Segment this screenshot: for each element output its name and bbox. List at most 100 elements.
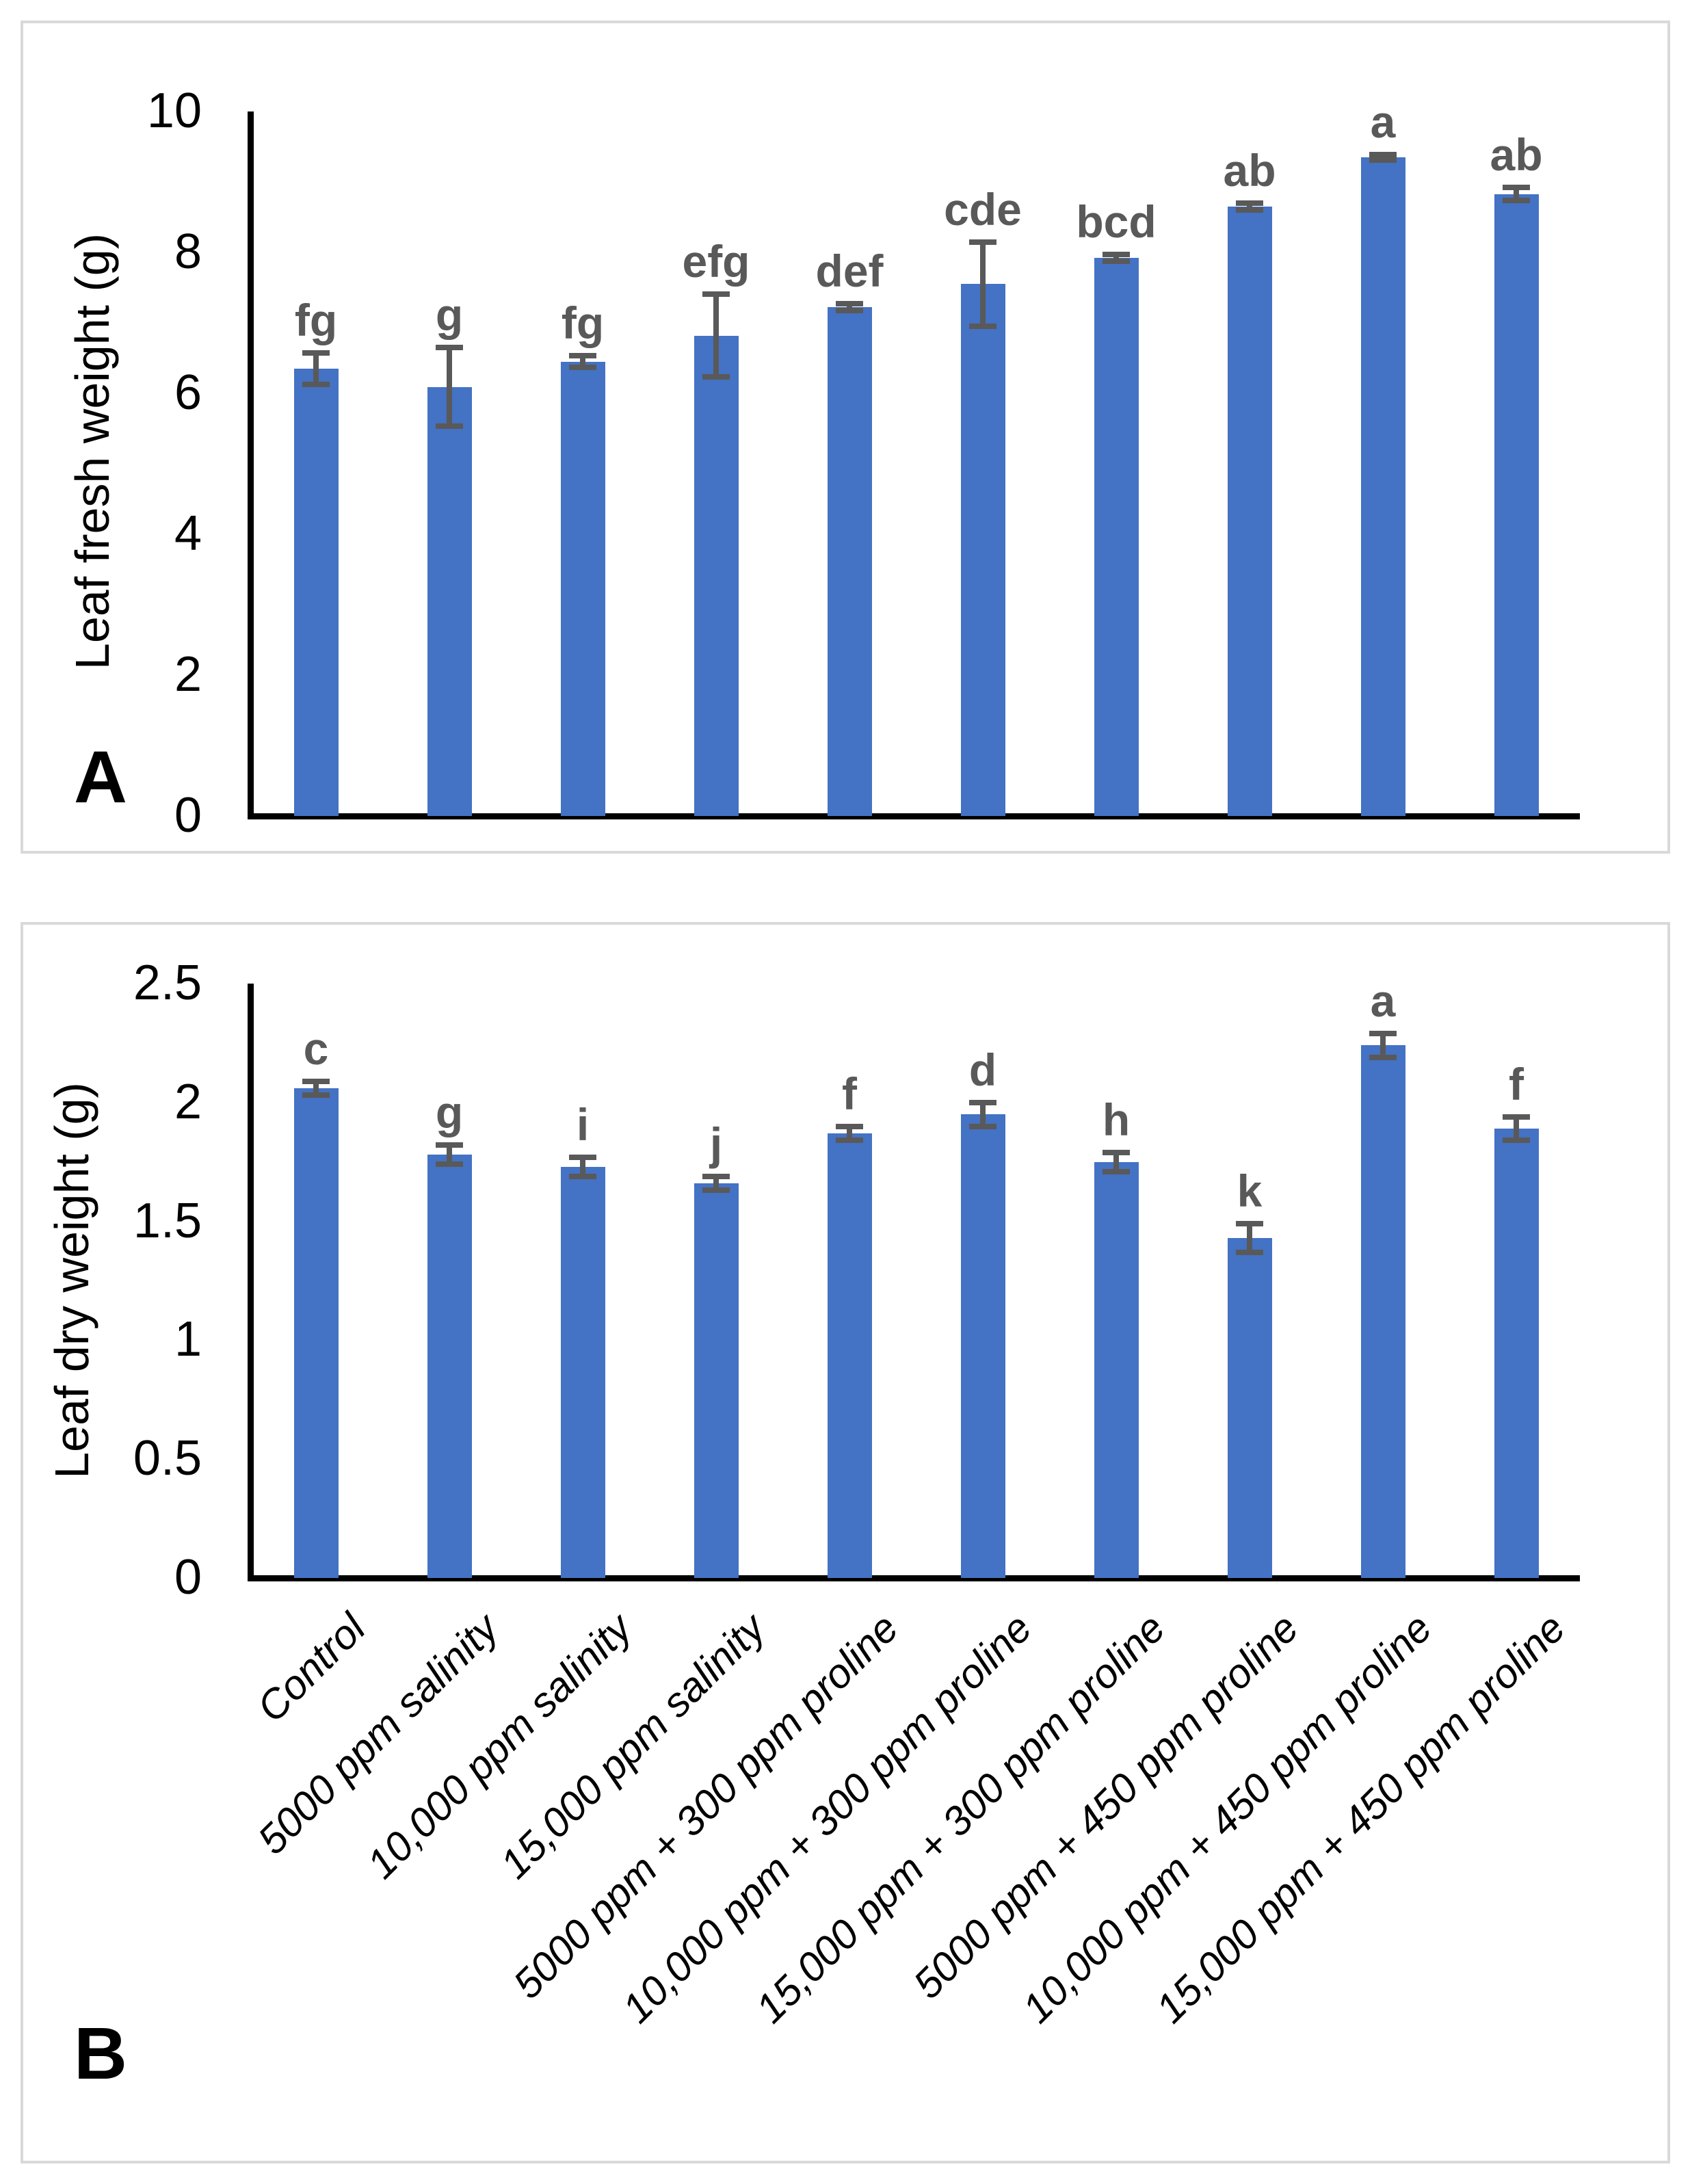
bar [1094, 1161, 1139, 1578]
bar [827, 307, 872, 816]
error-bar-cap-top [569, 353, 596, 359]
bar [560, 361, 605, 816]
y-axis-line [247, 984, 254, 1581]
x-axis-line [247, 1575, 1580, 1581]
error-bar-cap-top [969, 1099, 996, 1105]
error-bar-cap-bottom [1236, 1249, 1263, 1255]
significance-letter: g [435, 1087, 464, 1138]
error-bar-cap-bottom [702, 1187, 730, 1194]
error-bar-cap-bottom [569, 364, 596, 370]
y-tick-label: 0 [174, 1550, 202, 1605]
significance-letter: k [1237, 1166, 1263, 1217]
error-bar-cap-top [1369, 151, 1397, 157]
y-tick-label: 0 [174, 788, 202, 843]
y-tick-label: 6 [174, 365, 202, 420]
error-bar-cap-top [1369, 1030, 1397, 1036]
significance-letter: bcd [1076, 196, 1157, 248]
error-bar-cap-bottom [1369, 157, 1397, 163]
significance-letter: d [968, 1044, 997, 1095]
bar [960, 284, 1005, 816]
error-bar-stem [1113, 254, 1119, 262]
significance-letter: j [709, 1118, 723, 1169]
error-bar-cap-top [702, 291, 730, 297]
error-bar-cap-bottom [969, 324, 996, 330]
error-bar-cap-bottom [702, 374, 730, 380]
panel-letter-a: A [74, 735, 127, 818]
significance-letter: def [815, 246, 884, 297]
y-tick-label: 2 [174, 647, 202, 702]
significance-letter: efg [682, 235, 750, 287]
significance-letter: ab [1490, 129, 1543, 181]
error-bar-cap-top [1236, 200, 1263, 206]
x-axis-line [247, 813, 1580, 819]
error-bar-stem [1247, 1224, 1252, 1252]
y-tick-label: 2.5 [133, 956, 202, 1010]
error-bar-stem [1514, 1116, 1519, 1141]
error-bar-cap-top [836, 301, 863, 307]
error-bar-stem [847, 304, 852, 311]
error-bar-cap-bottom [436, 1161, 463, 1168]
error-bar-cap-top [969, 239, 996, 245]
y-tick-label: 1 [174, 1312, 202, 1367]
error-bar-cap-bottom [1503, 1137, 1530, 1144]
error-bar-cap-top [1103, 252, 1130, 258]
error-bar-cap-bottom [302, 1092, 330, 1098]
error-bar-cap-top [302, 350, 330, 356]
significance-letter: g [435, 289, 464, 341]
error-bar-cap-bottom [302, 381, 330, 387]
error-bar-cap-bottom [1103, 1168, 1130, 1174]
error-bar-stem [447, 347, 452, 427]
bar [1227, 207, 1272, 816]
bar [560, 1166, 605, 1578]
error-bar-stem [580, 356, 585, 367]
bar [1360, 1045, 1405, 1578]
y-tick-label: 10 [146, 83, 202, 138]
error-bar-stem [713, 1176, 719, 1191]
bar [694, 335, 739, 816]
significance-letter: ab [1223, 144, 1276, 196]
error-bar-stem [980, 241, 986, 327]
significance-letter: c [303, 1023, 329, 1074]
error-bar-stem [713, 293, 719, 378]
error-bar-cap-top [436, 345, 463, 351]
error-bar-stem [1380, 1033, 1386, 1057]
bar [1227, 1237, 1272, 1578]
error-bar-cap-top [569, 1154, 596, 1160]
error-bar-cap-top [1103, 1149, 1130, 1155]
significance-letter: fg [294, 295, 338, 346]
error-bar-stem [1247, 202, 1252, 211]
significance-letter: fg [561, 298, 605, 349]
error-bar-stem [1514, 187, 1519, 200]
bar [293, 1088, 339, 1578]
significance-letter: a [1370, 96, 1396, 147]
y-tick-label: 4 [174, 506, 202, 561]
y-tick-label: 2 [174, 1074, 202, 1129]
error-bar-cap-top [302, 1078, 330, 1084]
significance-letter: i [576, 1098, 590, 1150]
error-bar-cap-top [836, 1123, 863, 1129]
error-bar-stem [980, 1102, 986, 1127]
error-bar-cap-bottom [1369, 1054, 1397, 1060]
error-bar-cap-bottom [969, 1123, 996, 1129]
bar [960, 1114, 1005, 1578]
error-bar-stem [580, 1157, 585, 1176]
error-bar-stem [1113, 1152, 1119, 1172]
error-bar-cap-bottom [1236, 207, 1263, 213]
significance-letter: f [842, 1068, 857, 1119]
bar [1494, 1129, 1539, 1578]
y-axis-title-b: Leaf dry weight (g) [45, 1082, 98, 1479]
error-bar-cap-bottom [836, 308, 863, 314]
significance-letter: f [1509, 1058, 1524, 1109]
y-tick-label: 8 [174, 224, 202, 279]
bar [1360, 157, 1405, 816]
bar [1494, 194, 1539, 816]
bar [427, 386, 472, 816]
error-bar-cap-bottom [1503, 197, 1530, 203]
bar [827, 1133, 872, 1578]
error-bar-cap-top [1236, 1221, 1263, 1227]
error-bar-cap-bottom [436, 423, 463, 430]
y-tick-label: 1.5 [133, 1193, 202, 1248]
error-bar-cap-top [436, 1142, 463, 1148]
error-bar-stem [1380, 154, 1386, 161]
